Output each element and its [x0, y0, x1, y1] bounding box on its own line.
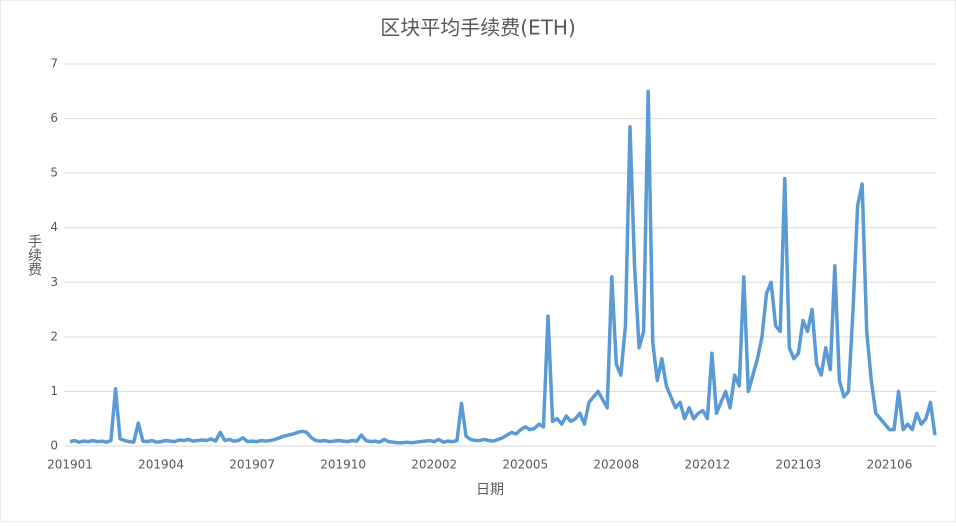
y-tick-label: 0 [50, 439, 58, 453]
y-tick-label: 2 [50, 329, 58, 343]
x-tick-label: 202008 [593, 458, 639, 472]
y-tick-label: 1 [50, 384, 58, 398]
y-tick-label: 4 [50, 220, 58, 234]
data-line [69, 89, 937, 445]
x-tick-label: 202005 [502, 458, 548, 472]
x-tick-label: 202002 [411, 458, 457, 472]
y-axis-label: 手续费 [26, 234, 42, 276]
x-tick-label: 201901 [47, 458, 93, 472]
x-tick-label: 202012 [684, 458, 730, 472]
x-tick-label: 201910 [320, 458, 366, 472]
chart-title: 区块平均手续费(ETH) [380, 16, 576, 40]
x-tick-label: 202103 [776, 458, 822, 472]
x-tick-label: 201907 [229, 458, 275, 472]
y-tick-label: 3 [50, 275, 58, 289]
y-tick-label: 5 [50, 166, 58, 180]
x-tick-label: 202106 [867, 458, 913, 472]
x-axis-label: 日期 [476, 482, 504, 498]
y-tick-label: 7 [50, 57, 58, 71]
y-tick-label: 6 [50, 111, 58, 125]
x-tick-label: 201904 [138, 458, 184, 472]
